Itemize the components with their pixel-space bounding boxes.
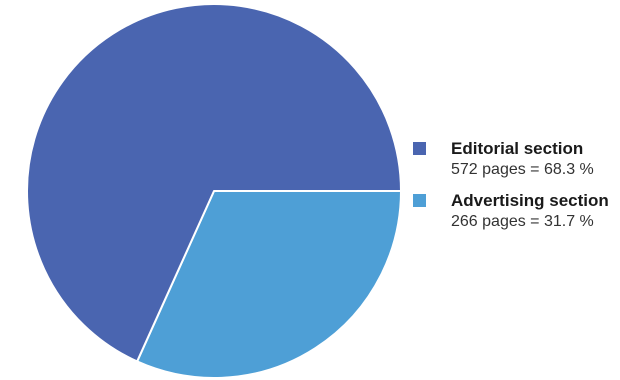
pie-slice-advertising — [136, 190, 402, 379]
legend-item-advertising: Advertising section 266 pages = 31.7 % — [413, 190, 618, 232]
legend-item-editorial: Editorial section 572 pages = 68.3 % — [413, 138, 618, 180]
legend-detail-advertising: 266 pages = 31.7 % — [451, 213, 594, 230]
legend-label-editorial: Editorial section — [451, 139, 584, 158]
legend-swatch-advertising — [413, 194, 426, 207]
legend-swatch-editorial — [413, 142, 426, 155]
legend: Editorial section 572 pages = 68.3 % Adv… — [413, 138, 618, 242]
legend-detail-editorial: 572 pages = 68.3 % — [451, 161, 594, 178]
pie-chart — [26, 3, 402, 379]
legend-label-advertising: Advertising section — [451, 191, 609, 210]
pie-slice-editorial — [26, 3, 402, 363]
